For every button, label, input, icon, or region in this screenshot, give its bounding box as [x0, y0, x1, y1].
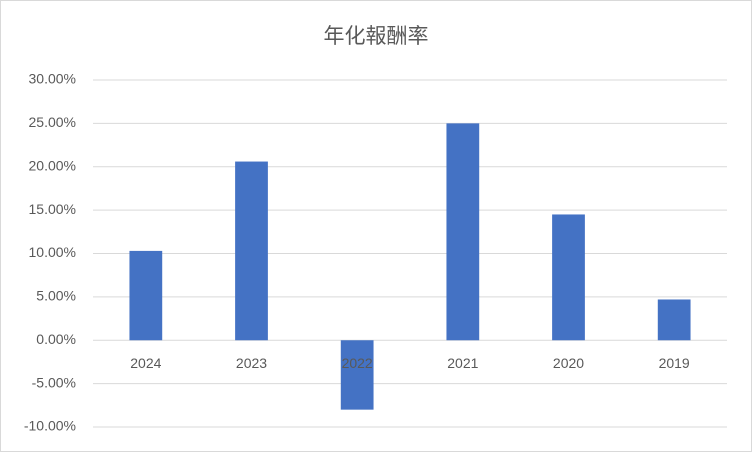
y-tick-label: 15.00%: [29, 201, 76, 217]
y-tick-label: -5.00%: [32, 374, 76, 390]
x-tick-label: 2022: [342, 355, 373, 371]
y-tick-label: 5.00%: [36, 288, 76, 304]
x-tick-label: 2021: [447, 355, 478, 371]
y-tick-label: 25.00%: [29, 114, 76, 130]
bar: [657, 299, 691, 341]
y-tick-label: 0.00%: [36, 331, 76, 347]
bar: [129, 250, 163, 341]
chart-title: 年化報酬率: [324, 24, 429, 48]
bar: [235, 161, 268, 341]
x-tick-label: 2024: [130, 355, 161, 371]
x-tick-label: 2019: [659, 355, 690, 371]
bar: [340, 340, 374, 410]
y-tick-label: 10.00%: [29, 244, 76, 260]
bar: [446, 123, 480, 341]
bar: [552, 214, 585, 341]
x-tick-label: 2023: [236, 355, 267, 371]
y-tick-label: 20.00%: [29, 157, 76, 173]
x-tick-label: 2020: [553, 355, 584, 371]
y-tick-label: -10.00%: [24, 418, 76, 434]
y-tick-label: 30.00%: [29, 71, 76, 87]
